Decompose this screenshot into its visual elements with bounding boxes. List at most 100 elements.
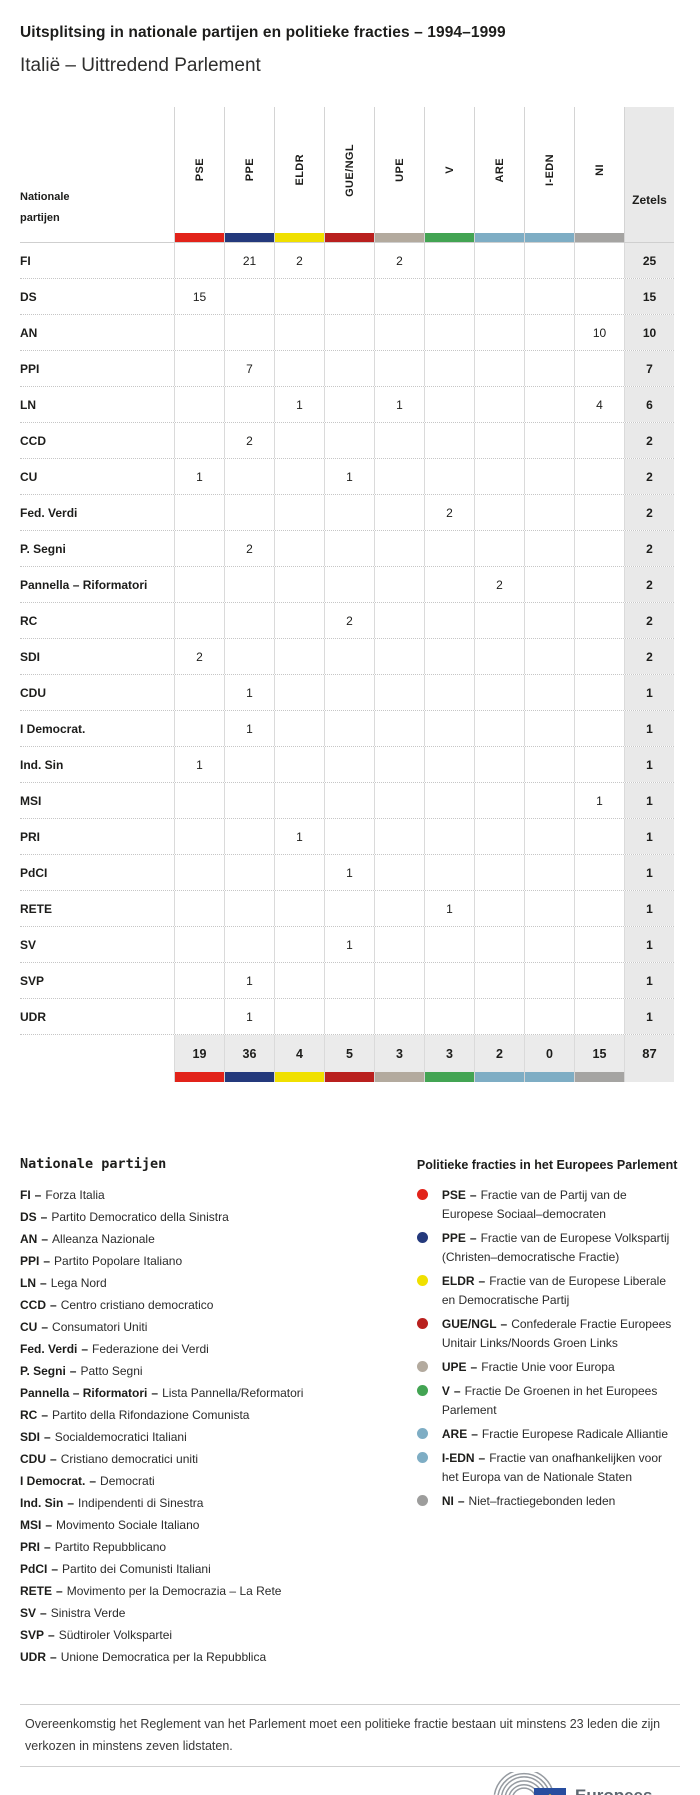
party-name-cell: Pannella – Riformatori (20, 577, 148, 592)
column-header-pse: PSE (174, 107, 224, 233)
total-i-edn: 0 (524, 1035, 574, 1072)
cell-udr-ppe: 1 (224, 999, 274, 1034)
cell-i-democrat-ni (574, 711, 624, 746)
cell-i-democrat-gue-ngl (324, 711, 374, 746)
cell-sv-v (424, 927, 474, 962)
dash-separator: – (34, 1188, 42, 1202)
cell-pannella-riformatori-ni (574, 567, 624, 602)
legend-party-item-fi: FI – Forza Italia (20, 1184, 375, 1206)
party-name-cell: CDU (20, 685, 46, 700)
seats-cell: 2 (624, 423, 674, 458)
party-full-name: Partito Democratico della Sinistra (51, 1210, 229, 1224)
cell-cu-i-edn (524, 459, 574, 494)
cell-ds-eldr (274, 279, 324, 314)
legend-party-item-sdi: SDI – Socialdemocratici Italiani (20, 1426, 375, 1448)
party-name-cell: SDI (20, 649, 41, 664)
cell-svp-ppe: 1 (224, 963, 274, 998)
column-header-label: I-EDN (543, 154, 556, 186)
cell-cu-ni (574, 459, 624, 494)
legend-parties-list: FI – Forza Italia DS – Partito Democratico de… (20, 1184, 375, 1668)
cell-cu-are (474, 459, 524, 494)
divider (20, 1704, 680, 1705)
group-full-name: Fractie van de Partij van de Europese So… (441, 1188, 627, 1221)
group-color-dot-icon (416, 1275, 428, 1286)
legend-party-item-svp: SVP – Südtiroler Volkspartei (20, 1624, 375, 1646)
party-full-name: Movimento per la Democrazia – La Rete (66, 1584, 282, 1598)
cell-ccd-ni (574, 423, 624, 458)
cell-udr-ni (574, 999, 624, 1034)
cell-p-segni-i-edn (524, 531, 574, 566)
cell-udr-are (474, 999, 524, 1034)
legend-party-item-ccd: CCD – Centro cristiano democratico (20, 1294, 375, 1316)
cell-p-segni-eldr (274, 531, 324, 566)
table-row-p-segni: P. Segni 2 2 (20, 531, 674, 567)
cell-an-eldr (274, 315, 324, 350)
column-header-label: PPE (243, 158, 256, 182)
cell-sv-are (474, 927, 524, 962)
column-header-are: ARE (474, 107, 524, 233)
legends: Nationale partijen FI – Forza Italia DS – Par… (20, 1156, 680, 1668)
total-pse: 19 (174, 1035, 224, 1072)
cell-ccd-are (474, 423, 524, 458)
cell-svp-pse (174, 963, 224, 998)
cell-svp-upe (374, 963, 424, 998)
column-header-v: V (424, 107, 474, 233)
seats-cell: 1 (624, 963, 674, 998)
dash-separator: – (67, 1496, 75, 1510)
cell-ccd-ppe: 2 (224, 423, 274, 458)
cell-ds-i-edn (524, 279, 574, 314)
table-row-udr: UDR 1 1 (20, 999, 674, 1035)
cell-pdci-v (424, 855, 474, 890)
table-row-rc: RC 2 2 (20, 603, 674, 639)
cell-fed-verdi-ppe (224, 495, 274, 530)
party-name-cell: LN (20, 397, 36, 412)
legend-group-item-pse: PSE – Fractie van de Partij van de Europes… (416, 1186, 680, 1224)
cell-ccd-gue-ngl (324, 423, 374, 458)
cell-p-segni-pse (174, 531, 224, 566)
column-header-label: UPE (393, 158, 406, 182)
cell-an-pse (174, 315, 224, 350)
column-color-gue-ngl (324, 1072, 374, 1082)
seats-cell: 6 (624, 387, 674, 422)
table-row-ds: DS 15 15 (20, 279, 674, 315)
cell-cdu-are (474, 675, 524, 710)
cell-fi-gue-ngl (324, 243, 374, 278)
column-header-label: GUE/NGL (343, 143, 356, 197)
cell-an-v (424, 315, 474, 350)
dash-separator: – (40, 1210, 48, 1224)
cell-i-democrat-ppe: 1 (224, 711, 274, 746)
group-abbr: NI (441, 1494, 454, 1508)
cell-i-democrat-pse (174, 711, 224, 746)
cell-pri-eldr: 1 (274, 819, 324, 854)
cell-ds-gue-ngl (324, 279, 374, 314)
seats-cell: 1 (624, 891, 674, 926)
party-full-name: Alleanza Nazionale (52, 1232, 155, 1246)
cell-rc-ppe (224, 603, 274, 638)
cell-i-democrat-are (474, 711, 524, 746)
cell-cu-pse: 1 (174, 459, 224, 494)
column-header-ppe: PPE (224, 107, 274, 233)
table-corner-cell: Nationale partijen (20, 107, 174, 233)
cell-udr-eldr (274, 999, 324, 1034)
cell-p-segni-gue-ngl (324, 531, 374, 566)
dash-separator: – (151, 1386, 159, 1400)
cell-sdi-ni (574, 639, 624, 674)
party-full-name: Partito Popolare Italiano (54, 1254, 183, 1268)
dash-separator: – (470, 1360, 478, 1374)
legend-party-item-ppi: PPI – Partito Popolare Italiano (20, 1250, 375, 1272)
party-name-cell: PdCI (20, 865, 48, 880)
legend-party-item-ds: DS – Partito Democratico della Sinistra (20, 1206, 375, 1228)
cell-p-segni-ppe: 2 (224, 531, 274, 566)
column-color-upe (374, 233, 424, 242)
group-abbr: ELDR (441, 1274, 475, 1288)
cell-ccd-upe (374, 423, 424, 458)
dash-separator: – (478, 1274, 486, 1288)
seats-table: Nationale partijen PSE PPE ELDR GUE/NGL UPE V… (20, 107, 674, 1082)
party-abbr: SVP (20, 1628, 45, 1642)
european-parliament-logo-icon: Europees Parlement (493, 1772, 652, 1795)
party-full-name: Democrati (100, 1474, 155, 1488)
party-full-name: Movimento Sociale Italiano (56, 1518, 200, 1532)
seats-column-fill (624, 233, 674, 242)
cell-fi-upe: 2 (374, 243, 424, 278)
